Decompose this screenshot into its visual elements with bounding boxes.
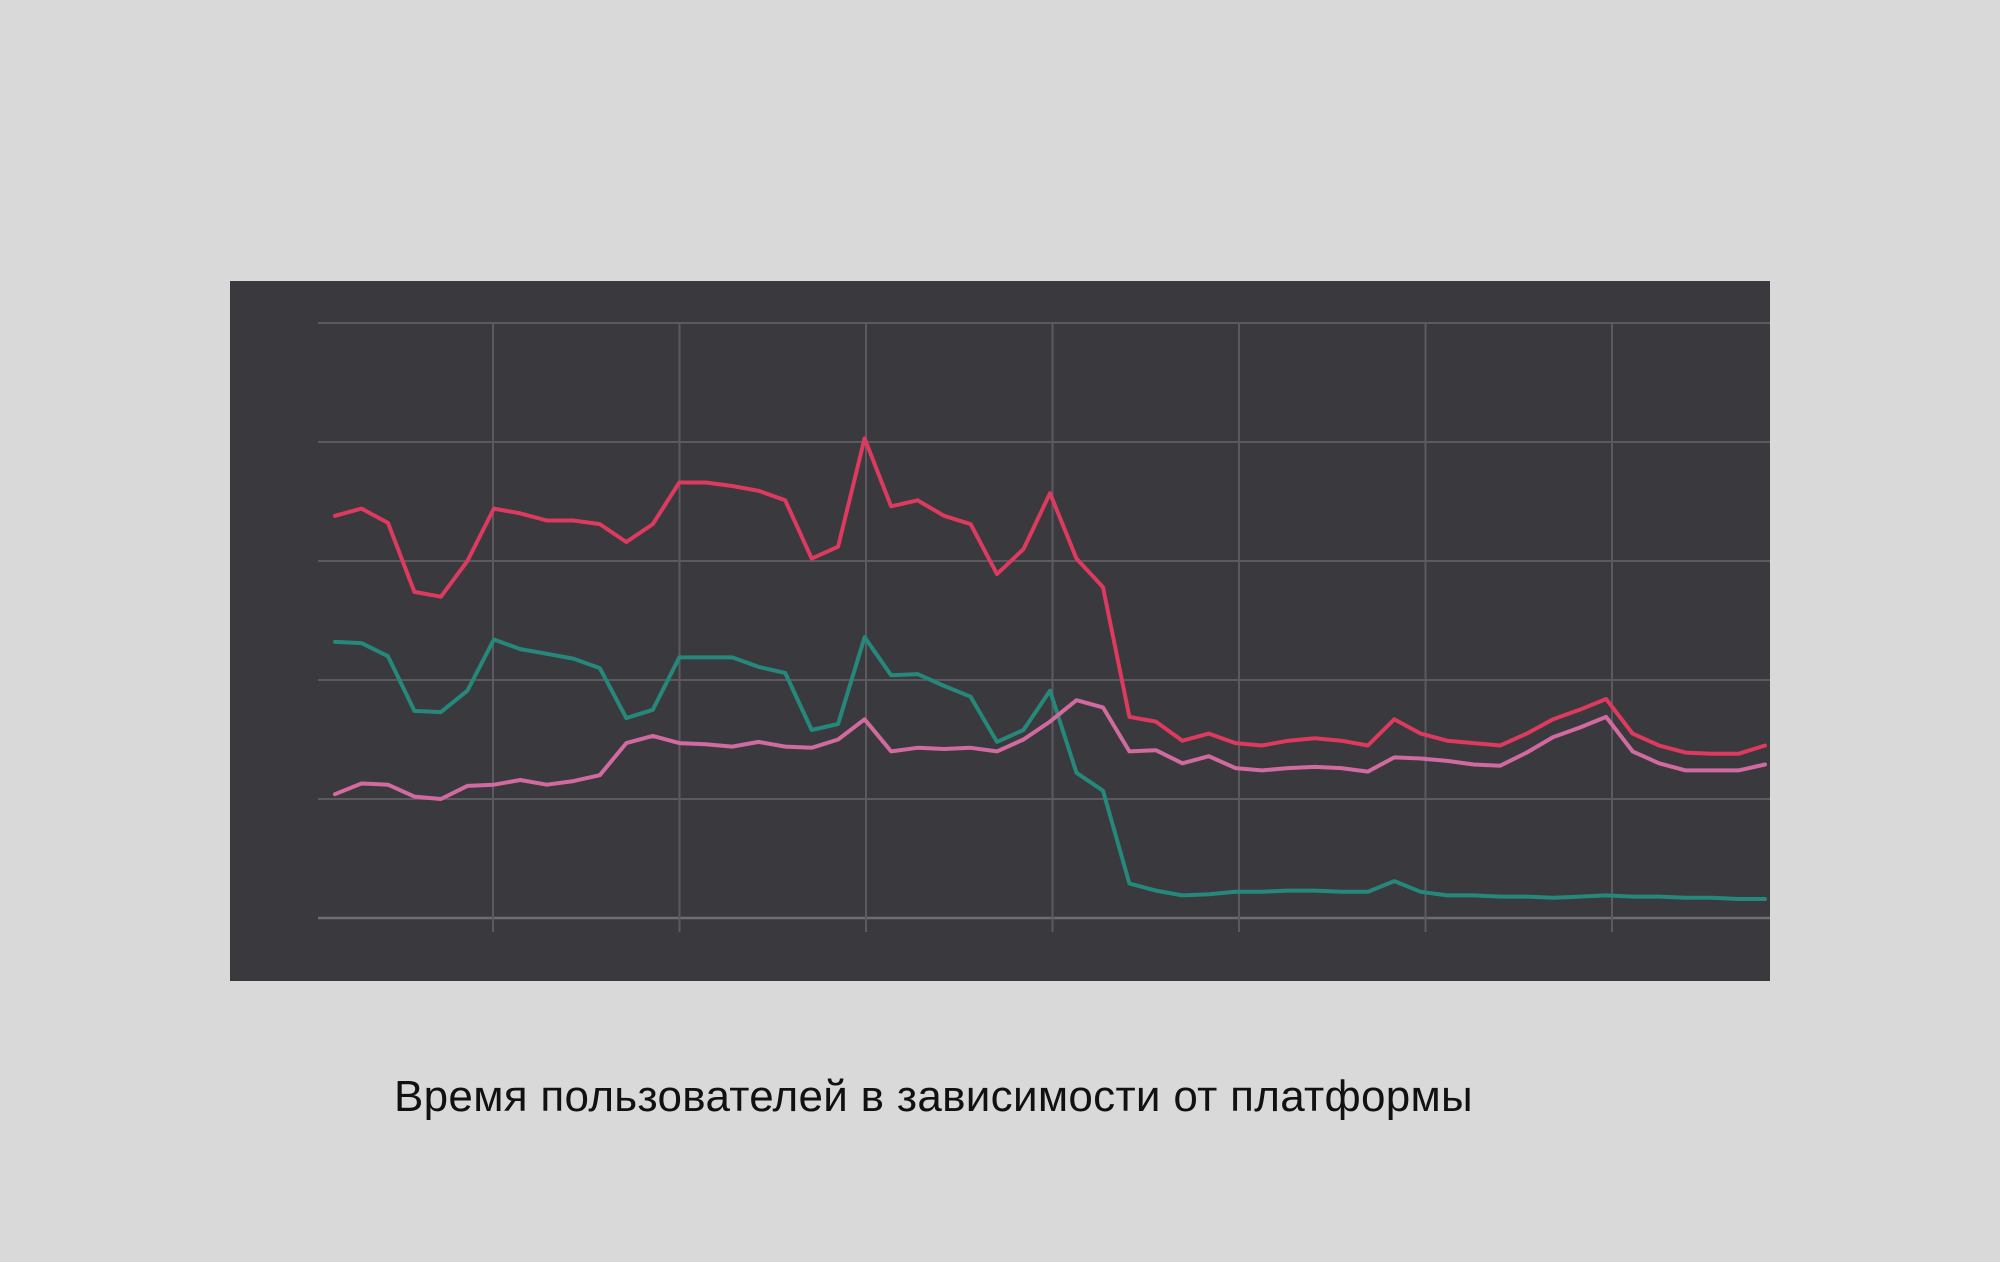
series-line-3 xyxy=(333,698,1767,801)
line-chart xyxy=(318,322,1770,932)
series-line-1 xyxy=(333,436,1767,756)
series-layer xyxy=(333,436,1767,901)
chart-panel xyxy=(230,281,1770,981)
chart-caption: Время пользователей в зависимости от пла… xyxy=(394,1072,1473,1121)
series-line-2 xyxy=(333,635,1767,901)
grid-layer xyxy=(318,322,1770,932)
